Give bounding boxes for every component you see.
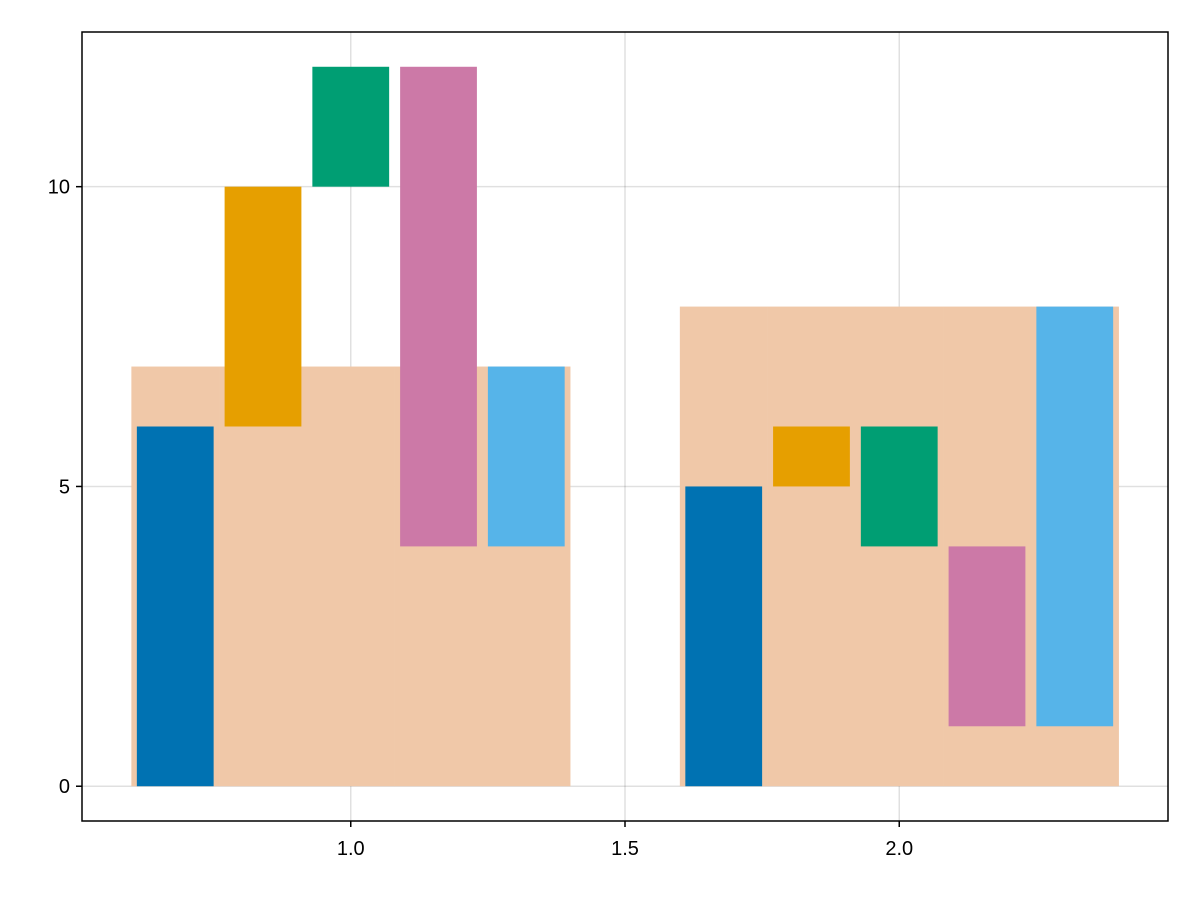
step-bar bbox=[312, 66, 390, 187]
y-tick-label: 10 bbox=[48, 177, 70, 199]
y-tick-label: 0 bbox=[59, 776, 70, 798]
step-bar bbox=[948, 546, 1026, 727]
final-bar bbox=[306, 366, 395, 787]
final-bar bbox=[219, 366, 308, 787]
step-bar bbox=[773, 426, 850, 487]
step-bar bbox=[1036, 306, 1114, 727]
step-bar bbox=[487, 366, 565, 547]
step-bar bbox=[400, 66, 477, 547]
x-tick-label: 2.0 bbox=[885, 838, 913, 860]
final-bar bbox=[767, 306, 856, 787]
tick-labels: 1.0 1.5 2.0 0 5 10 bbox=[48, 177, 913, 860]
x-tick-label: 1.5 bbox=[611, 838, 639, 860]
ticks bbox=[76, 185, 900, 827]
step-bar bbox=[224, 186, 302, 427]
step-bar bbox=[860, 426, 938, 547]
bars bbox=[131, 66, 1119, 787]
x-tick-label: 1.0 bbox=[337, 838, 365, 860]
step-bar bbox=[685, 486, 763, 787]
step-bar bbox=[136, 426, 214, 787]
y-tick-label: 5 bbox=[59, 476, 70, 498]
